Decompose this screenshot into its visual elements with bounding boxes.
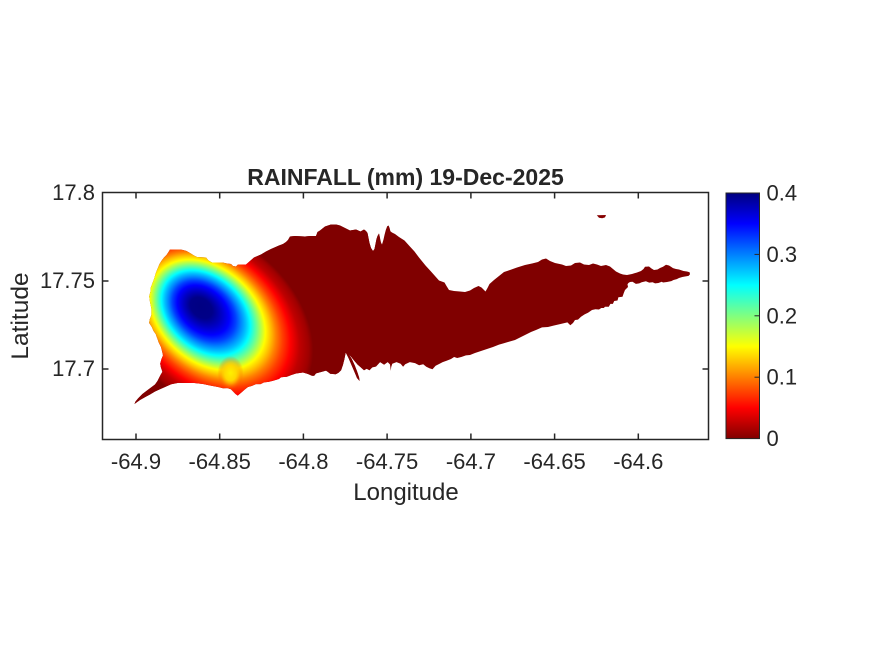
svg-text:-64.75: -64.75 xyxy=(356,449,418,474)
svg-text:17.75: 17.75 xyxy=(40,268,95,293)
svg-text:-64.85: -64.85 xyxy=(189,449,251,474)
svg-text:0: 0 xyxy=(767,426,779,451)
svg-text:0.1: 0.1 xyxy=(767,365,798,390)
svg-text:17.8: 17.8 xyxy=(52,180,95,205)
svg-text:RAINFALL (mm) 19-Dec-2025: RAINFALL (mm) 19-Dec-2025 xyxy=(247,164,564,190)
svg-text:Latitude: Latitude xyxy=(7,272,34,359)
svg-text:17.7: 17.7 xyxy=(52,356,95,381)
svg-text:-64.65: -64.65 xyxy=(523,449,585,474)
svg-text:0.2: 0.2 xyxy=(767,303,798,328)
svg-text:0.4: 0.4 xyxy=(767,181,798,206)
svg-text:-64.9: -64.9 xyxy=(111,449,161,474)
svg-text:Longitude: Longitude xyxy=(353,479,458,506)
svg-text:-64.8: -64.8 xyxy=(278,449,328,474)
svg-text:-64.7: -64.7 xyxy=(446,449,496,474)
svg-text:-64.6: -64.6 xyxy=(613,449,663,474)
svg-text:0.3: 0.3 xyxy=(767,242,798,267)
